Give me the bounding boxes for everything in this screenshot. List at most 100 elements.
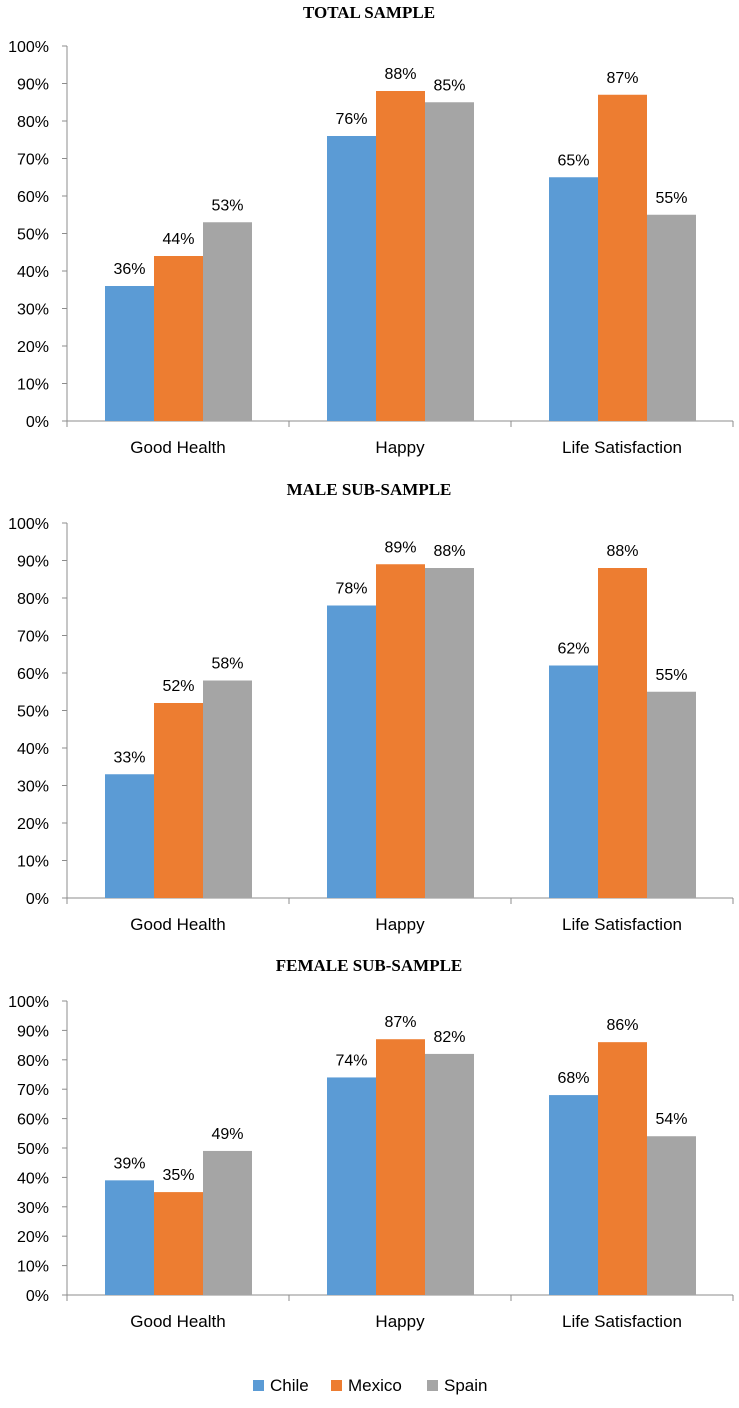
legend-label-chile: Chile	[270, 1376, 309, 1395]
bar-chile-life-satisfaction	[549, 1095, 598, 1295]
data-label: 76%	[335, 111, 367, 128]
legend-swatch-chile	[253, 1380, 264, 1391]
data-label: 89%	[384, 539, 416, 556]
chart-panel-2: MALE SUB-SAMPLE 0% 10% 20% 30% 40% 50% 60% 70% 80…	[8, 480, 734, 934]
data-label: 55%	[655, 190, 687, 207]
y-tick-label: 90%	[17, 1023, 49, 1040]
y-tick-label: 90%	[17, 77, 49, 94]
bar-chile-happy	[327, 1077, 376, 1295]
x-category-label: Good Health	[130, 1312, 225, 1331]
y-tick-label: 20%	[17, 816, 49, 833]
x-category-label: Good Health	[130, 915, 225, 934]
x-category-label: Good Health	[130, 438, 225, 457]
data-label: 44%	[162, 231, 194, 248]
bar-spain-life-satisfaction	[647, 1136, 696, 1295]
data-label: 33%	[113, 749, 145, 766]
legend: Chile Mexico Spain	[253, 1376, 487, 1395]
y-tick-label: 50%	[17, 1141, 49, 1158]
charts-container: TOTAL SAMPLE 0% 10% 20% 30% 40% 50% 60% 70% 80% 90…	[8, 3, 734, 1331]
y-tick-label: 60%	[17, 189, 49, 206]
legend-label-mexico: Mexico	[348, 1376, 402, 1395]
data-label: 87%	[384, 1014, 416, 1031]
bar-chile-life-satisfaction	[549, 177, 598, 421]
y-tick-label: 50%	[17, 227, 49, 244]
data-label: 36%	[113, 261, 145, 278]
data-label: 65%	[557, 152, 589, 169]
bar-mexico-good-health	[154, 1192, 203, 1295]
bar-mexico-life-satisfaction	[598, 568, 647, 898]
bar-mexico-happy	[376, 91, 425, 421]
y-tick-label: 100%	[8, 39, 49, 56]
x-category-label: Life Satisfaction	[562, 915, 682, 934]
y-tick-label: 100%	[8, 994, 49, 1011]
y-tick-label: 90%	[17, 554, 49, 571]
y-tick-label: 20%	[17, 1229, 49, 1246]
bar-spain-life-satisfaction	[647, 691, 696, 898]
bar-chile-happy	[327, 605, 376, 898]
data-label: 88%	[384, 66, 416, 83]
bar-mexico-life-satisfaction	[598, 94, 647, 421]
y-tick-label: 40%	[17, 264, 49, 281]
y-tick-label: 80%	[17, 1053, 49, 1070]
data-label: 74%	[335, 1052, 367, 1069]
y-tick-label: 0%	[26, 414, 49, 431]
bar-spain-good-health	[203, 680, 252, 898]
bar-spain-happy	[425, 568, 474, 898]
data-label: 86%	[606, 1017, 638, 1034]
bar-spain-happy	[425, 102, 474, 421]
bar-chile-happy	[327, 136, 376, 421]
bar-spain-good-health	[203, 1150, 252, 1295]
y-tick-label: 30%	[17, 779, 49, 796]
bar-mexico-happy	[376, 564, 425, 898]
data-label: 35%	[162, 1167, 194, 1184]
y-tick-label: 30%	[17, 302, 49, 319]
y-tick-label: 70%	[17, 1082, 49, 1099]
data-label: 68%	[557, 1070, 589, 1087]
x-category-label: Happy	[375, 438, 425, 457]
y-tick-label: 50%	[17, 704, 49, 721]
data-label: 54%	[655, 1111, 687, 1128]
legend-swatch-mexico	[331, 1380, 342, 1391]
bar-chile-good-health	[105, 774, 154, 898]
y-tick-label: 80%	[17, 114, 49, 131]
y-tick-label: 20%	[17, 339, 49, 356]
chart-panel-3: FEMALE SUB-SAMPLE 0% 10% 20% 30% 40% 50% 60% 70%…	[8, 956, 734, 1331]
data-label: 39%	[113, 1155, 145, 1172]
y-tick-label: 10%	[17, 1259, 49, 1276]
bar-chile-life-satisfaction	[549, 665, 598, 898]
bar-mexico-life-satisfaction	[598, 1042, 647, 1295]
y-tick-label: 40%	[17, 741, 49, 758]
chart-panel-1: TOTAL SAMPLE 0% 10% 20% 30% 40% 50% 60% 70% 80% 90…	[8, 3, 734, 457]
y-tick-label: 80%	[17, 591, 49, 608]
chart-title: TOTAL SAMPLE	[303, 3, 435, 22]
legend-swatch-spain	[427, 1380, 438, 1391]
data-label: 52%	[162, 678, 194, 695]
y-tick-label: 10%	[17, 377, 49, 394]
data-label: 62%	[557, 641, 589, 658]
bar-spain-good-health	[203, 222, 252, 421]
y-tick-label: 0%	[26, 1288, 49, 1305]
chart-title: FEMALE SUB-SAMPLE	[276, 956, 463, 975]
bar-chile-good-health	[105, 286, 154, 421]
bar-mexico-happy	[376, 1039, 425, 1295]
data-label: 78%	[335, 581, 367, 598]
bar-mexico-good-health	[154, 256, 203, 421]
data-label: 55%	[655, 667, 687, 684]
legend-label-spain: Spain	[444, 1376, 487, 1395]
bar-spain-life-satisfaction	[647, 214, 696, 421]
y-tick-label: 10%	[17, 854, 49, 871]
y-tick-label: 30%	[17, 1200, 49, 1217]
data-label: 82%	[433, 1029, 465, 1046]
data-label: 49%	[211, 1126, 243, 1143]
data-label: 88%	[433, 543, 465, 560]
y-tick-label: 100%	[8, 516, 49, 533]
data-label: 85%	[433, 77, 465, 94]
bar-spain-happy	[425, 1053, 474, 1295]
data-label: 87%	[606, 70, 638, 87]
y-tick-label: 70%	[17, 152, 49, 169]
y-tick-label: 0%	[26, 891, 49, 908]
data-label: 58%	[211, 656, 243, 673]
y-tick-label: 60%	[17, 1112, 49, 1129]
y-tick-label: 60%	[17, 666, 49, 683]
